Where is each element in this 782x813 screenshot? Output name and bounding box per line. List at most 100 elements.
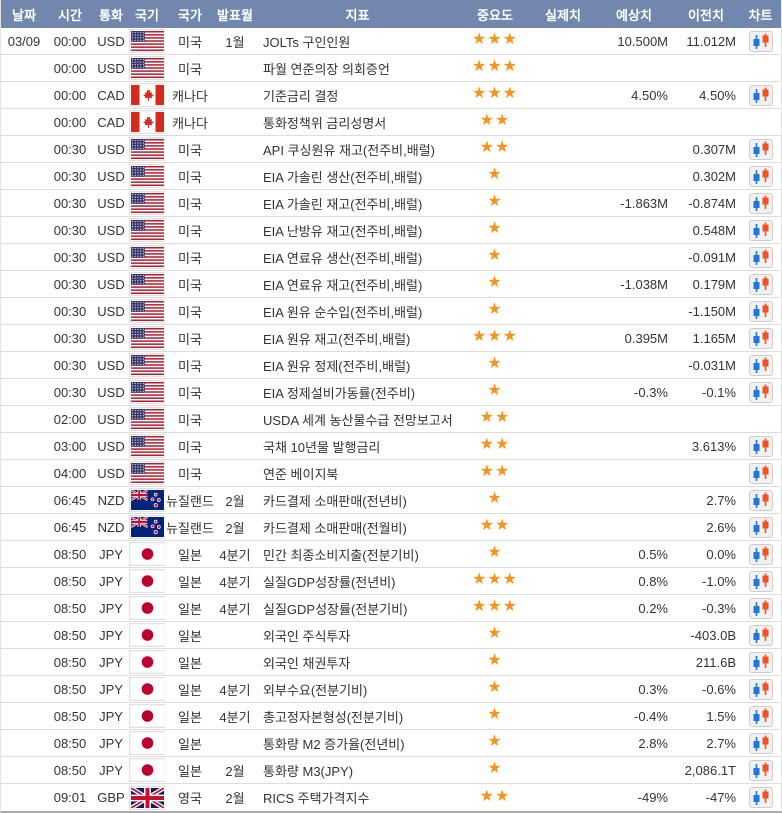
calendar-row: 00:30 USD 미국 API 쿠싱원유 재고(전주비,배럴) ★★ 0.307M bbox=[1, 136, 781, 163]
previous-cell: -0.6% bbox=[702, 681, 736, 697]
candlestick-chart-icon[interactable] bbox=[748, 705, 773, 727]
currency-cell: USD bbox=[97, 276, 125, 292]
previous-cell: -403.0B bbox=[690, 627, 736, 643]
date-cell bbox=[1, 541, 47, 567]
previous-cell: 0.302M bbox=[692, 168, 736, 184]
candlestick-chart-icon[interactable] bbox=[748, 597, 773, 619]
candlestick-chart-icon[interactable] bbox=[748, 30, 773, 52]
forecast-cell bbox=[596, 352, 672, 378]
indicator-cell: 기준금리 결정 bbox=[263, 88, 339, 104]
month-cell bbox=[215, 298, 255, 324]
table-body: 03/09 00:00 USD 미국 1월 JOLTs 구인인원 ★★★ 10.500M 11.… bbox=[1, 28, 781, 811]
importance-cell: ★ bbox=[460, 730, 530, 756]
candlestick-chart-icon[interactable] bbox=[748, 489, 773, 511]
country-cell: 미국 bbox=[178, 142, 202, 158]
month-cell bbox=[215, 271, 255, 297]
candlestick-chart-icon[interactable] bbox=[748, 84, 773, 106]
previous-cell: 0.548M bbox=[692, 222, 736, 238]
candlestick-chart-icon[interactable] bbox=[748, 165, 773, 187]
calendar-row: 00:30 USD 미국 EIA 원유 재고(전주비,배럴) ★★★ 0.395M 1.16… bbox=[1, 325, 781, 352]
column-header-forecast: 예상치 bbox=[616, 7, 652, 23]
indicator-cell: 통화량 M2 증가율(전년비) bbox=[263, 736, 405, 752]
table-header-row: 날짜 시간 통화 국기 국가 발표월 지표 중요도 실제치 예상치 이전치 차트 bbox=[1, 0, 781, 28]
forecast-cell bbox=[596, 460, 672, 486]
flag-us-icon bbox=[129, 272, 165, 296]
flag-cell bbox=[129, 352, 165, 378]
country-cell: 일본 bbox=[178, 709, 202, 725]
flag-us-icon bbox=[129, 245, 165, 269]
indicator-cell: 민간 최종소비지출(전분기비) bbox=[263, 547, 419, 563]
importance-cell: ★★★ bbox=[460, 82, 530, 108]
calendar-row: 00:30 USD 미국 EIA 난방유 재고(전주비,배럴) ★ 0.548M bbox=[1, 217, 781, 244]
calendar-row: 00:30 USD 미국 EIA 정제설비가동률(전주비) ★ -0.3% -0.1% bbox=[1, 379, 781, 406]
forecast-cell bbox=[596, 757, 672, 783]
column-header-indicator: 지표 bbox=[345, 7, 370, 23]
candlestick-chart-icon[interactable] bbox=[748, 435, 773, 457]
chart-cell bbox=[740, 55, 781, 81]
candlestick-chart-icon[interactable] bbox=[748, 759, 773, 781]
month-cell bbox=[215, 406, 255, 432]
flag-cell bbox=[129, 487, 165, 513]
calendar-row: 00:00 CAD 캐나다 통화정책위 금리성명서 ★★ bbox=[1, 109, 781, 136]
candlestick-chart-icon[interactable] bbox=[748, 678, 773, 700]
chart-cell bbox=[740, 514, 781, 540]
flag-cell bbox=[129, 55, 165, 81]
candlestick-chart-icon[interactable] bbox=[748, 327, 773, 349]
flag-jp-icon bbox=[129, 758, 165, 782]
currency-cell: USD bbox=[97, 141, 125, 157]
candlestick-chart-icon[interactable] bbox=[748, 543, 773, 565]
indicator-cell: 파월 연준의장 의회증언 bbox=[263, 61, 390, 77]
currency-cell: USD bbox=[97, 249, 125, 265]
month-cell bbox=[215, 433, 255, 459]
candlestick-chart-icon[interactable] bbox=[748, 462, 773, 484]
actual-cell bbox=[530, 325, 596, 351]
indicator-cell: EIA 가솔린 재고(전주비,배럴) bbox=[263, 196, 423, 212]
column-header-country: 국가 bbox=[178, 7, 202, 23]
candlestick-chart-icon[interactable] bbox=[748, 246, 773, 268]
forecast-cell bbox=[596, 622, 672, 648]
candlestick-chart-icon[interactable] bbox=[748, 381, 773, 403]
time-cell: 08:50 bbox=[53, 762, 87, 778]
currency-cell: USD bbox=[97, 33, 125, 49]
calendar-row: 08:50 JPY 일본 4분기 외부수요(전분기비) ★ 0.3% -0.6% bbox=[1, 676, 781, 703]
candlestick-chart-icon[interactable] bbox=[748, 570, 773, 592]
candlestick-chart-icon[interactable] bbox=[748, 219, 773, 241]
importance-stars: ★★ bbox=[479, 139, 511, 156]
date-cell bbox=[1, 163, 47, 189]
candlestick-chart-icon[interactable] bbox=[748, 192, 773, 214]
flag-cell bbox=[129, 406, 165, 432]
candlestick-chart-icon[interactable] bbox=[748, 624, 773, 646]
flag-us-icon bbox=[129, 407, 165, 431]
country-cell: 뉴질랜드 bbox=[166, 493, 214, 509]
candlestick-chart-icon[interactable] bbox=[748, 138, 773, 160]
candlestick-chart-icon[interactable] bbox=[748, 787, 773, 808]
importance-cell: ★ bbox=[460, 649, 530, 675]
candlestick-chart-icon[interactable] bbox=[748, 273, 773, 295]
month-cell bbox=[215, 82, 255, 108]
chart-cell bbox=[740, 460, 781, 486]
country-cell: 미국 bbox=[178, 358, 202, 374]
flag-cell bbox=[129, 676, 165, 702]
candlestick-chart-icon[interactable] bbox=[748, 354, 773, 376]
candlestick-chart-icon[interactable] bbox=[748, 732, 773, 754]
importance-cell: ★ bbox=[460, 244, 530, 270]
candlestick-chart-icon[interactable] bbox=[748, 516, 773, 538]
forecast-cell bbox=[596, 514, 672, 540]
time-cell: 06:45 bbox=[53, 519, 87, 535]
date-cell bbox=[1, 190, 47, 216]
actual-cell bbox=[530, 379, 596, 405]
flag-cell bbox=[129, 514, 165, 540]
month-cell bbox=[215, 217, 255, 243]
currency-cell: USD bbox=[97, 465, 125, 481]
chart-cell bbox=[740, 649, 781, 675]
actual-cell bbox=[530, 136, 596, 162]
candlestick-chart-icon[interactable] bbox=[748, 300, 773, 322]
country-cell: 미국 bbox=[178, 34, 202, 50]
time-cell: 00:30 bbox=[53, 141, 87, 157]
candlestick-chart-icon[interactable] bbox=[748, 651, 773, 673]
chart-cell bbox=[740, 352, 781, 378]
calendar-row: 08:50 JPY 일본 외국인 채권투자 ★ 211.6B bbox=[1, 649, 781, 676]
calendar-row: 02:00 USD 미국 USDA 세계 농산물수급 전망보고서 ★★ bbox=[1, 406, 781, 433]
flag-cell bbox=[129, 163, 165, 189]
importance-stars: ★★ bbox=[479, 463, 511, 480]
